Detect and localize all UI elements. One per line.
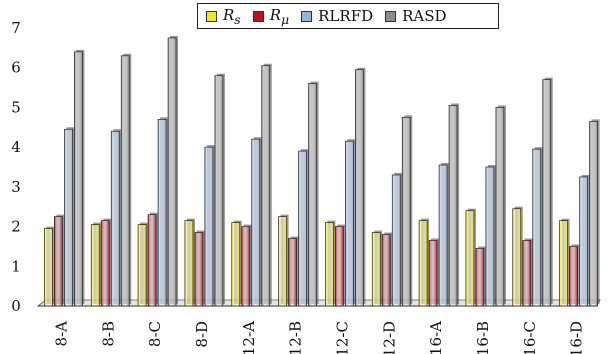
y-tick-label: 7 — [11, 19, 21, 37]
bar-r-8-c — [147, 214, 157, 307]
x-tick-label: 16-A — [427, 321, 445, 354]
legend-item-rasd: RASD — [385, 7, 447, 25]
bar-rs-8-d — [184, 220, 194, 307]
bar-r-8-b — [100, 220, 110, 307]
y-tick-label: 2 — [11, 218, 21, 236]
y-tick-label: 6 — [11, 59, 21, 77]
bar-rlrfd-16-c — [532, 148, 542, 307]
bar-rlrfd-12-b — [298, 150, 307, 307]
y-tick-label: 3 — [11, 178, 21, 196]
bar-rs-16-d — [559, 220, 568, 307]
legend-label-rmu-main: R — [269, 5, 282, 24]
x-tick-label: 12-A — [240, 321, 258, 354]
bar-r-16-a — [428, 240, 438, 307]
bar-r-16-c — [522, 240, 532, 307]
bar-rlrfd-16-a — [438, 164, 448, 307]
legend-label-rlrfd: RLRFD — [318, 7, 374, 25]
bar-rlrfd-16-d — [579, 176, 588, 307]
bar-rs-12-c — [325, 222, 334, 307]
x-tick-label: 12-C — [333, 321, 351, 354]
bar-rlrfd-8-b — [110, 130, 120, 307]
bar-rs-8-c — [137, 224, 147, 307]
bar-rasd-12-d — [401, 117, 411, 307]
bar-rasd-12-a — [261, 65, 271, 307]
bar-rasd-12-c — [355, 69, 364, 307]
x-tick-label: 8-A — [52, 321, 70, 347]
x-tick-label: 8-C — [146, 321, 164, 347]
x-tick-label: 12-B — [287, 321, 305, 354]
legend-label-rmu-sub: μ — [281, 11, 290, 27]
legend-item-rs: Rs — [206, 6, 241, 27]
y-tick-label: 5 — [11, 98, 21, 116]
bar-rs-16-b — [465, 210, 475, 307]
bar-rlrfd-12-a — [251, 138, 261, 307]
bar-rasd-16-b — [495, 107, 505, 307]
x-tick-label: 12-D — [380, 321, 398, 354]
bar-rlrfd-8-d — [204, 146, 214, 307]
x-tick-label: 8-D — [193, 321, 211, 348]
bar-rasd-16-c — [542, 79, 552, 307]
legend-swatch-rasd — [385, 10, 397, 22]
bar-rs-8-b — [90, 224, 100, 307]
legend-swatch-rmu — [252, 10, 264, 22]
bar-rasd-8-d — [214, 75, 224, 307]
bar-r-16-b — [475, 248, 485, 307]
legend-item-rlrfd: RLRFD — [301, 7, 373, 25]
bar-rasd-8-c — [167, 37, 177, 307]
bar-rs-16-c — [512, 208, 522, 307]
x-tick-label: 16-C — [521, 321, 539, 354]
bar-r-12-b — [288, 238, 297, 307]
bar-rs-8-a — [44, 228, 53, 307]
bar-rasd-12-b — [308, 83, 317, 307]
legend-swatch-rs — [206, 10, 217, 22]
legend-label-rs-sub: s — [234, 11, 241, 27]
bar-rasd-16-d — [589, 120, 598, 307]
x-tick-label: 16-B — [474, 321, 492, 354]
legend-label-rs-main: R — [223, 5, 235, 24]
bar-rlrfd-16-b — [485, 166, 495, 307]
y-tick-label: 0 — [11, 297, 21, 315]
chart-legend: Rs Rμ RLRFD RASD — [197, 3, 499, 29]
legend-label-rasd: RASD — [402, 7, 447, 25]
y-tick-label: 1 — [11, 257, 21, 275]
x-tick-label: 8-B — [99, 321, 117, 347]
bar-rlrfd-12-d — [391, 174, 401, 307]
bar-rasd-8-a — [74, 51, 83, 307]
legend-swatch-rlrfd — [301, 10, 313, 22]
bar-r-8-a — [54, 216, 63, 307]
bar-rs-12-b — [278, 216, 287, 307]
bar-r-12-a — [241, 226, 251, 307]
bar-rs-12-d — [371, 232, 381, 307]
bar-rs-12-a — [231, 222, 241, 307]
bar-rasd-16-a — [448, 105, 458, 307]
bar-r-12-d — [381, 234, 391, 307]
y-tick-label: 4 — [11, 138, 21, 156]
bar-rlrfd-8-a — [64, 128, 73, 307]
bar-rlrfd-8-c — [157, 118, 167, 307]
bar-rasd-8-b — [120, 55, 130, 307]
legend-item-rmu: Rμ — [252, 5, 290, 27]
bar-rs-16-a — [418, 220, 428, 307]
bar-r-16-d — [569, 246, 578, 307]
bar-rlrfd-12-c — [345, 140, 354, 307]
bar-r-8-d — [194, 232, 204, 307]
x-tick-label: 16-D — [568, 321, 586, 354]
bar-r-12-c — [335, 226, 344, 307]
